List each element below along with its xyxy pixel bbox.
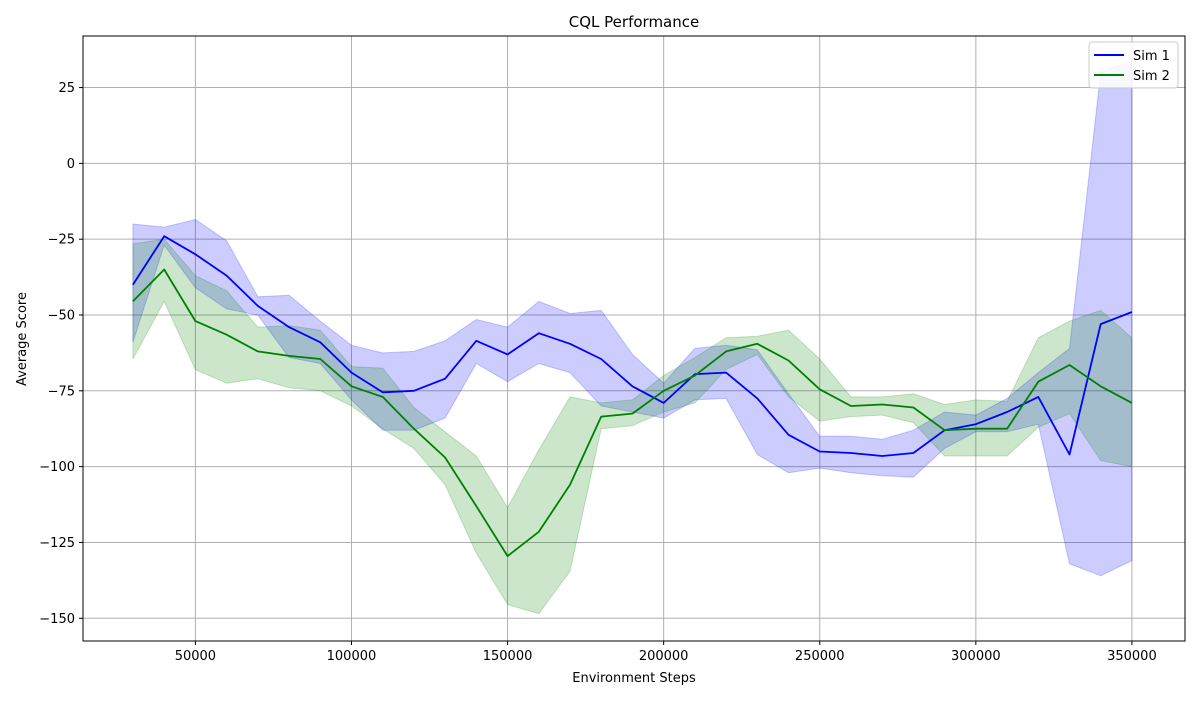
x-axis-label: Environment Steps: [572, 671, 696, 686]
y-tick-label: −75: [48, 384, 75, 399]
y-axis-label: Average Score: [15, 292, 30, 386]
y-axis-ticks: −150 −125 −100 −75 −50 −25 0 25: [39, 81, 83, 627]
band-sim-2: [132, 238, 1133, 615]
legend-label-sim-1: Sim 1: [1133, 49, 1170, 64]
plot-background: [83, 36, 1185, 641]
y-tick-label: −25: [48, 233, 75, 248]
band-sim-1: [132, 59, 1133, 577]
chart-title: CQL Performance: [569, 13, 699, 31]
series-lines: [132, 235, 1133, 557]
plot-frame: [82, 35, 1186, 642]
x-tick-label: 50000: [175, 649, 216, 664]
legend-box: [1088, 41, 1179, 89]
x-tick-label: 200000: [639, 649, 689, 664]
y-tick-label: −100: [39, 460, 75, 475]
confidence-bands: [132, 59, 1133, 615]
y-tick-label: 25: [58, 81, 75, 96]
y-tick-label: −150: [39, 612, 75, 627]
x-axis-ticks: 50000 100000 150000 200000 250000 300000 35000…: [175, 641, 1157, 664]
y-tick-label: −50: [48, 308, 75, 323]
grid: [83, 36, 1185, 641]
x-tick-label: 150000: [483, 649, 533, 664]
y-tick-label: 0: [67, 157, 75, 172]
series-line-sim-2: [132, 268, 1133, 557]
legend: Sim 1 Sim 2: [1088, 41, 1179, 89]
y-tick-label: −125: [39, 536, 75, 551]
series-line-sim-1: [132, 235, 1133, 457]
x-tick-label: 100000: [327, 649, 377, 664]
x-tick-label: 250000: [795, 649, 845, 664]
legend-label-sim-2: Sim 2: [1133, 69, 1170, 84]
x-tick-label: 350000: [1107, 649, 1157, 664]
x-tick-label: 300000: [951, 649, 1001, 664]
